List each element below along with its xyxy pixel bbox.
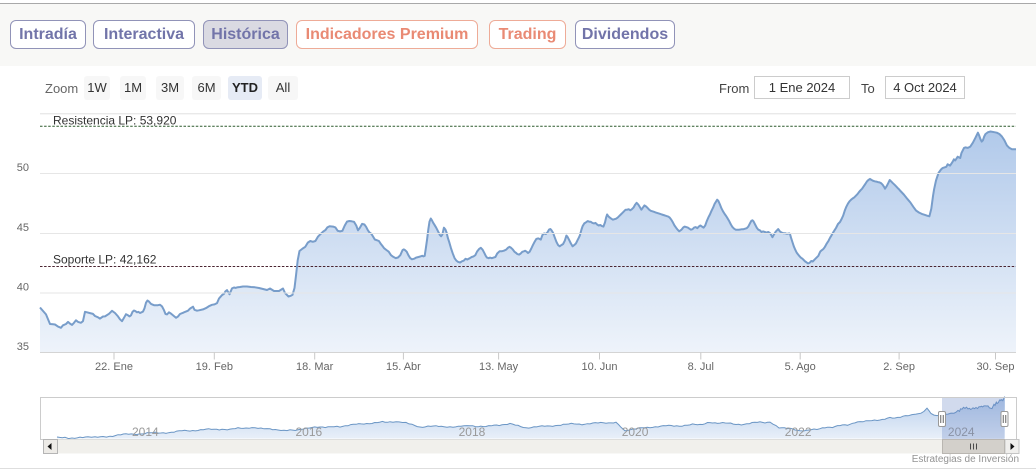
svg-text:Soporte LP: 42,162: Soporte LP: 42,162	[53, 253, 157, 267]
svg-text:50: 50	[17, 162, 29, 174]
svg-text:Resistencia LP: 53,920: Resistencia LP: 53,920	[53, 114, 177, 128]
svg-text:2014: 2014	[132, 425, 159, 439]
svg-text:45: 45	[17, 222, 29, 234]
svg-text:10. Jun: 10. Jun	[581, 361, 617, 373]
svg-text:15. Abr: 15. Abr	[386, 361, 421, 373]
svg-text:8. Jul: 8. Jul	[688, 361, 714, 373]
svg-text:5. Ago: 5. Ago	[785, 361, 816, 373]
svg-text:2024: 2024	[948, 425, 975, 439]
svg-text:35: 35	[17, 341, 29, 353]
svg-text:40: 40	[17, 282, 29, 294]
svg-text:2022: 2022	[785, 425, 812, 439]
svg-text:19. Feb: 19. Feb	[196, 361, 233, 373]
svg-text:22. Ene: 22. Ene	[95, 361, 133, 373]
svg-text:2020: 2020	[622, 425, 649, 439]
svg-text:30. Sep: 30. Sep	[977, 361, 1015, 373]
svg-text:2016: 2016	[296, 425, 323, 439]
svg-text:13. May: 13. May	[479, 361, 519, 373]
svg-text:2. Sep: 2. Sep	[883, 361, 915, 373]
svg-text:2018: 2018	[459, 425, 486, 439]
svg-text:18. Mar: 18. Mar	[296, 361, 334, 373]
